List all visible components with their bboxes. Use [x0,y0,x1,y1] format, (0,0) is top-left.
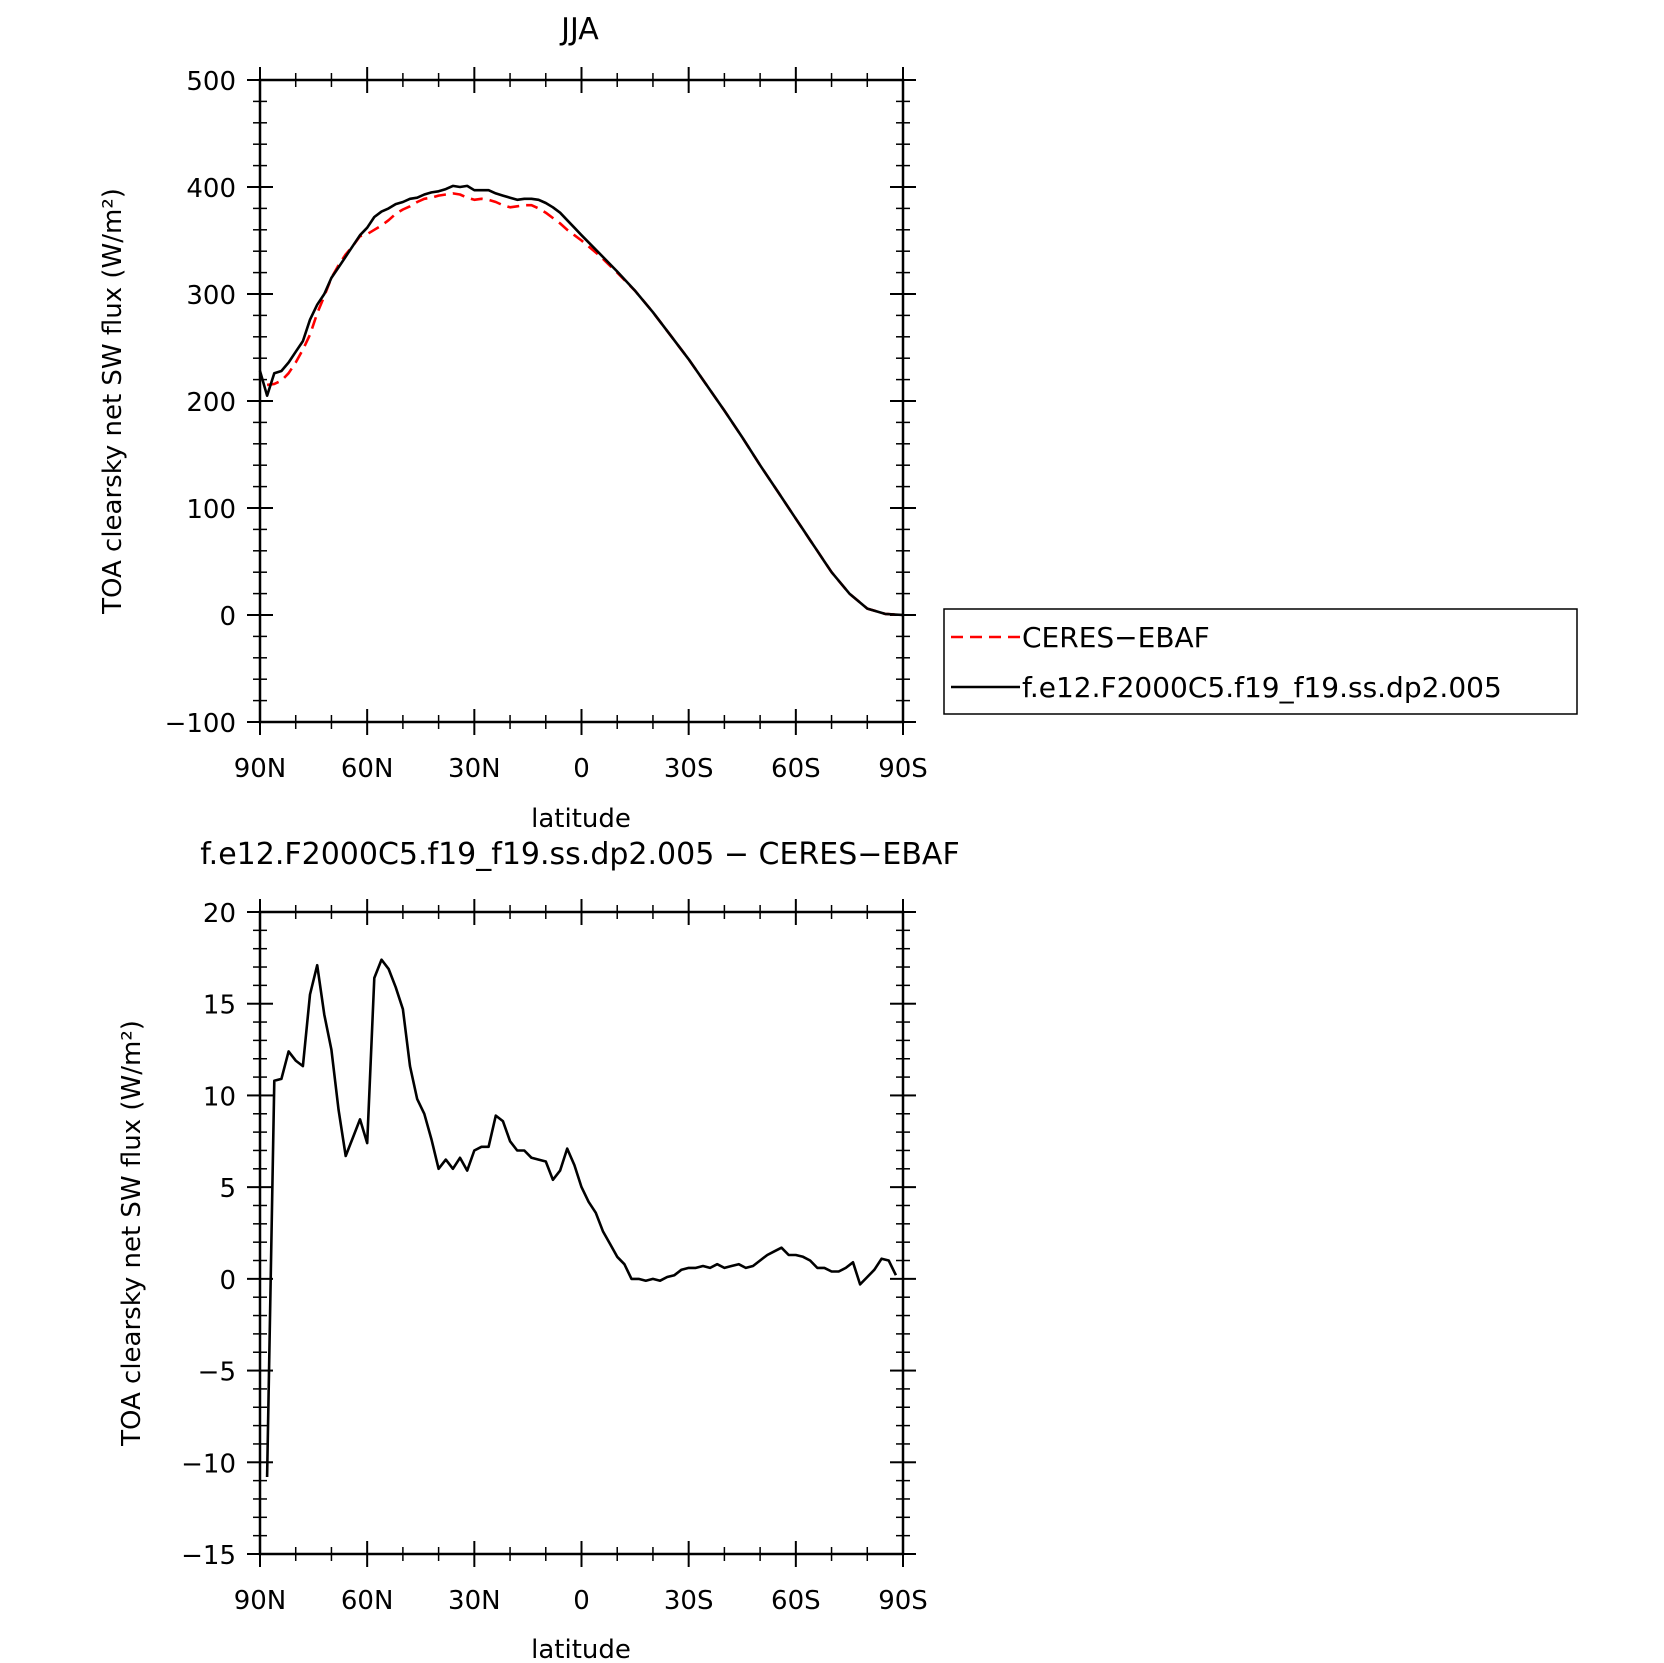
bottom-x-tick-label: 90S [878,1586,928,1616]
bottom-y-tick-label: 5 [219,1174,236,1204]
top-x-tick-label: 60S [771,754,821,784]
bottom-x-tick-label: 30S [664,1586,714,1616]
top-y-tick-label: 100 [186,495,236,525]
legend-box [943,608,1578,715]
top-y-axis-title: TOA clearsky net SW flux (W/m²) [98,188,128,615]
bottom-y-tick-label: 15 [203,991,236,1021]
legend-label-ceres: CERES−EBAF [1022,621,1210,654]
top-chart-series [258,184,904,617]
top-y-tick-label: 300 [186,281,236,311]
bottom-y-axis-title: TOA clearsky net SW flux (W/m²) [117,1020,147,1447]
top-y-tick-label: −100 [165,709,236,739]
top-x-axis-title: latitude [531,804,631,834]
legend: CERES−EBAF f.e12.F2000C5.f19_f19.ss.dp2.… [943,608,1578,715]
bottom-x-tick-label: 0 [573,1586,590,1616]
top-chart-title: JJA [559,12,599,47]
top-x-tick-label: 30S [664,754,714,784]
bottom-y-tick-label: 10 [203,1082,236,1112]
bottom-y-tick-label: −5 [198,1358,236,1388]
top-plot-frame [258,78,905,724]
top-x-tick-label: 90N [234,754,287,784]
bottom-plot-frame [258,910,905,1556]
bottom-chart-tick-labels: 90N 60N 30N 0 30S 60S 90S −15 −10 −5 0 5 10 15 20 [181,899,928,1616]
bottom-y-tick-label: −15 [181,1541,236,1571]
top-x-tick-label: 0 [573,754,590,784]
bottom-x-tick-label: 60S [771,1586,821,1616]
bottom-x-tick-label: 90N [234,1586,287,1616]
bottom-chart-series [265,958,898,1478]
top-x-tick-label: 60N [341,754,394,784]
top-y-tick-label: 500 [186,67,236,97]
top-y-tick-label: 400 [186,174,236,204]
bottom-panel: f.e12.F2000C5.f19_f19.ss.dp2.005 − CERES… [117,837,960,1663]
legend-label-model: f.e12.F2000C5.f19_f19.ss.dp2.005 [1022,671,1502,704]
top-y-tick-label: 200 [186,388,236,418]
bottom-x-axis-title: latitude [531,1635,631,1663]
top-panel: JJA 90N 60N 30N 0 30S 60S 90S −100 0 100 200 300 400… [98,12,1578,834]
bottom-y-tick-label: 0 [219,1266,236,1296]
bottom-chart-title: f.e12.F2000C5.f19_f19.ss.dp2.005 − CERES… [200,837,959,872]
bottom-y-tick-label: 20 [203,899,236,929]
top-series-line-model [258,184,904,617]
bottom-x-tick-label: 60N [341,1586,394,1616]
bottom-y-tick-label: −10 [181,1449,236,1479]
top-x-tick-label: 30N [448,754,501,784]
bottom-series-line-difference [265,958,898,1478]
top-x-tick-label: 90S [878,754,928,784]
top-chart-tick-labels: 90N 60N 30N 0 30S 60S 90S −100 0 100 200 300 400 500 [165,67,928,784]
top-y-tick-label: 0 [219,602,236,632]
bottom-x-tick-label: 30N [448,1586,501,1616]
